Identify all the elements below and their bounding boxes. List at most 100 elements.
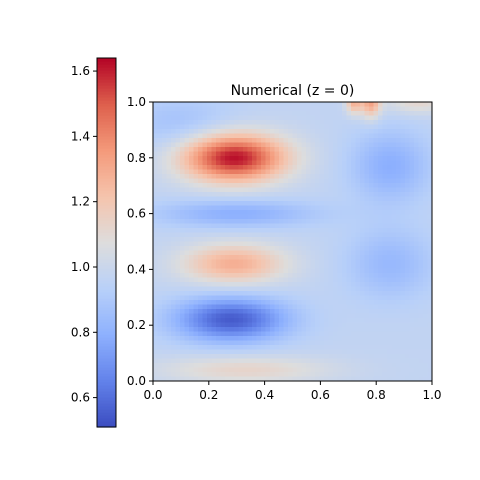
heatmap-cell [189, 205, 194, 211]
heatmap-cell [400, 349, 406, 355]
heatmap-cell [202, 228, 208, 233]
heatmap-cell [391, 363, 397, 368]
heatmap-cell [355, 214, 361, 220]
heatmap-cell [184, 160, 190, 166]
heatmap-cell [405, 273, 410, 278]
heatmap-cell [279, 331, 284, 337]
heatmap-cell [283, 363, 289, 368]
heatmap-cell [297, 106, 302, 112]
heatmap-cell [270, 349, 275, 355]
colorbar-strip [97, 406, 116, 410]
heatmap-cell [198, 138, 203, 143]
heatmap-cell [234, 223, 239, 229]
heatmap-cell [292, 340, 298, 346]
colorbar-strip [97, 166, 116, 170]
heatmap-cell [256, 291, 262, 296]
heatmap-cell [423, 273, 428, 278]
heatmap-cell [198, 237, 203, 242]
heatmap-cell [373, 268, 379, 274]
heatmap-cell [229, 327, 235, 332]
heatmap-cell [256, 223, 262, 229]
heatmap-cell [387, 295, 392, 301]
heatmap-cell [216, 259, 221, 265]
x-tick-label: 1.0 [422, 388, 441, 402]
heatmap-cell [189, 336, 194, 341]
heatmap-cell [256, 246, 262, 251]
heatmap-cell [369, 304, 374, 310]
heatmap-cell [229, 160, 235, 166]
heatmap-cell [315, 336, 320, 341]
heatmap-cell [360, 232, 365, 238]
heatmap-cell [292, 336, 298, 341]
heatmap-cell [378, 318, 383, 323]
heatmap-cell [202, 327, 208, 332]
heatmap-cell [355, 363, 361, 368]
heatmap-cell [279, 255, 284, 260]
heatmap-cell [252, 169, 257, 175]
heatmap-cell [400, 250, 406, 256]
heatmap-cell [274, 318, 280, 323]
heatmap-cell [189, 340, 194, 346]
heatmap-cell [391, 340, 397, 346]
heatmap-cell [391, 142, 397, 148]
heatmap-cell [319, 327, 325, 332]
heatmap-cell [337, 282, 343, 287]
heatmap-cell [351, 133, 356, 139]
heatmap-cell [220, 291, 226, 296]
heatmap-cell [184, 232, 190, 238]
heatmap-cell [427, 318, 433, 323]
heatmap-cell [346, 336, 352, 341]
heatmap-cell [193, 241, 199, 247]
heatmap-cell [346, 192, 352, 197]
heatmap-cell [162, 165, 167, 170]
heatmap-cell [355, 169, 361, 175]
heatmap-cell [274, 196, 280, 202]
heatmap-cell [310, 336, 316, 341]
y-axis-ticks: 0.00.20.40.60.81.0 [127, 95, 153, 388]
heatmap-cell [418, 300, 424, 305]
heatmap-cell [189, 358, 194, 364]
colorbar-strip [97, 187, 116, 191]
heatmap-cell [162, 354, 167, 359]
heatmap-cell [342, 286, 347, 292]
heatmap-cell [333, 363, 338, 368]
heatmap-cell [162, 129, 167, 134]
heatmap-cell [315, 331, 320, 337]
heatmap-cell [162, 309, 167, 314]
heatmap-cell [328, 192, 334, 197]
heatmap-cell [189, 237, 194, 242]
colorbar-strip [97, 151, 116, 155]
heatmap-cell [279, 151, 284, 157]
heatmap-cell [216, 273, 221, 278]
heatmap-cell [373, 124, 379, 130]
heatmap-cell [288, 354, 293, 359]
heatmap-cell [396, 115, 401, 121]
heatmap-cell [378, 192, 383, 197]
heatmap-cell [261, 160, 266, 166]
heatmap-cell [387, 322, 392, 328]
heatmap-cell [270, 327, 275, 332]
heatmap-cell [157, 358, 163, 364]
heatmap-cell [166, 228, 172, 233]
heatmap-cell [387, 102, 392, 107]
heatmap-cell [351, 160, 356, 166]
heatmap-cell [373, 223, 379, 229]
heatmap-cell [409, 223, 415, 229]
heatmap-cell [283, 259, 289, 265]
heatmap-cell [414, 174, 419, 179]
heatmap-cell [391, 111, 397, 116]
heatmap-cell [220, 237, 226, 242]
heatmap-cell [153, 331, 158, 337]
heatmap-cell [157, 232, 163, 238]
heatmap-cell [351, 120, 356, 125]
heatmap-cell [382, 349, 388, 355]
heatmap-cell [243, 223, 248, 229]
heatmap-cell [229, 358, 235, 364]
heatmap-cell [427, 345, 433, 350]
heatmap-cell [171, 273, 176, 278]
heatmap-cell [274, 183, 280, 188]
colorbar-strip [97, 208, 116, 212]
heatmap-cell [202, 219, 208, 224]
heatmap-cell [220, 106, 226, 112]
heatmap-cell [256, 201, 262, 206]
